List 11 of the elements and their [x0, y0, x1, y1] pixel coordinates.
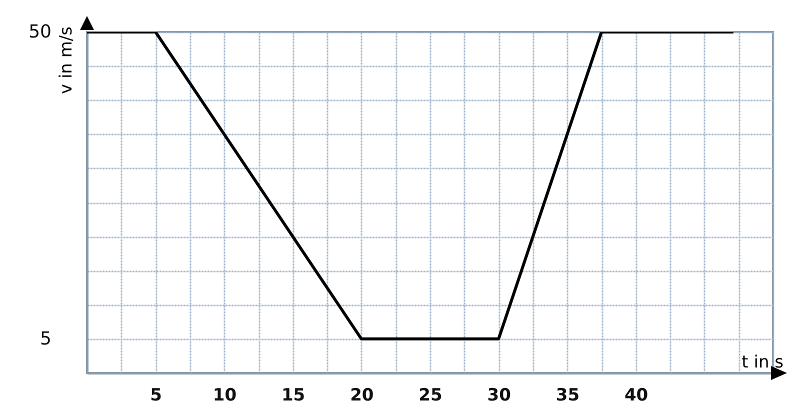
- x-tick-label: 30: [487, 386, 512, 406]
- x-tick-label: 25: [418, 386, 442, 406]
- x-axis-title: t in s: [742, 352, 784, 372]
- x-tick-label: 35: [556, 386, 580, 406]
- x-tick-label: 15: [281, 386, 306, 406]
- x-tick-label: 40: [624, 386, 648, 406]
- y-tick-label: 50: [28, 22, 52, 42]
- y-axis-title: v in m/s: [56, 26, 76, 94]
- x-tick-label: 5: [150, 386, 162, 406]
- x-tick-label: 10: [212, 386, 237, 406]
- x-tick-label: 20: [350, 386, 374, 406]
